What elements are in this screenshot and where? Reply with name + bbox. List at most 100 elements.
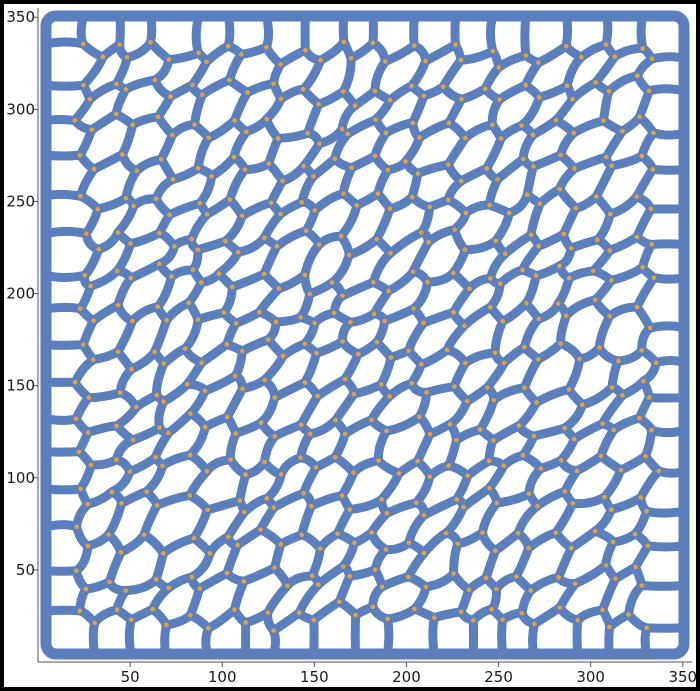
junction-node (520, 156, 526, 162)
junction-node (534, 400, 539, 405)
junction-node (271, 628, 276, 633)
junction-node (409, 83, 414, 89)
junction-node (370, 604, 376, 610)
junction-node (114, 268, 120, 274)
junction-node (572, 581, 578, 587)
junction-node (537, 201, 543, 207)
junction-node (317, 546, 323, 551)
junction-node (515, 531, 521, 536)
junction-node (462, 360, 468, 366)
junction-node (240, 386, 245, 392)
junction-node (88, 283, 93, 289)
junction-node (535, 503, 540, 509)
junction-node (76, 449, 82, 455)
y-tick-label: 300 (6, 100, 35, 118)
network-edge (428, 613, 439, 659)
junction-node (424, 390, 429, 395)
junction-node (388, 355, 394, 360)
junction-node (91, 318, 96, 323)
junction-node (524, 192, 530, 197)
junction-node (482, 86, 488, 92)
junction-node (84, 231, 89, 236)
junction-node (154, 502, 160, 508)
junction-node (562, 425, 567, 431)
junction-node (78, 486, 83, 492)
junction-node (451, 310, 456, 315)
junction-node (369, 530, 374, 535)
network-edge (601, 11, 613, 50)
junction-node (314, 350, 319, 356)
junction-node (205, 625, 211, 631)
junction-node (440, 84, 446, 89)
junction-node (77, 152, 83, 158)
junction-node (154, 392, 160, 398)
junction-node (522, 385, 527, 390)
junction-node (563, 43, 569, 49)
junction-node (347, 573, 352, 579)
junction-node (223, 238, 228, 244)
x-tick-label: 350 (668, 668, 697, 686)
junction-node (128, 275, 134, 281)
y-tick-label: 250 (6, 192, 35, 210)
junction-node (536, 316, 542, 322)
junction-node (415, 171, 421, 176)
junction-node (228, 457, 233, 462)
junction-node (634, 234, 640, 240)
junction-node (639, 348, 644, 353)
junction-node (526, 545, 531, 551)
junction-node (491, 397, 497, 403)
junction-node (383, 547, 389, 552)
junction-node (571, 130, 576, 136)
junction-node (603, 562, 609, 568)
junction-node (261, 271, 267, 277)
network-edge (636, 11, 648, 53)
junction-node (340, 564, 346, 569)
network-edge (145, 11, 157, 47)
junction-node (89, 127, 95, 133)
junction-node (557, 186, 562, 192)
junction-node (406, 540, 412, 546)
junction-node (197, 586, 203, 591)
junction-node (646, 395, 652, 400)
y-tick-label: 350 (6, 8, 35, 26)
junction-node (570, 96, 575, 102)
junction-node (502, 251, 508, 256)
junction-node (91, 166, 97, 172)
junction-node (300, 87, 306, 92)
junction-node (150, 606, 155, 612)
junction-node (531, 164, 536, 169)
junction-node (486, 458, 492, 464)
junction-node (231, 154, 237, 160)
network-edge (647, 239, 689, 249)
junction-node (278, 61, 283, 67)
junction-node (458, 178, 464, 184)
junction-node (315, 393, 320, 399)
junction-node (536, 60, 541, 65)
junction-node (446, 463, 451, 468)
junction-node (611, 427, 617, 433)
junction-node (387, 394, 392, 399)
junction-node (483, 575, 489, 581)
network-edge (497, 615, 508, 659)
junction-node (161, 399, 166, 404)
junction-node (206, 135, 211, 141)
junction-node (613, 576, 618, 582)
junction-node (386, 288, 391, 294)
junction-node (557, 605, 563, 610)
junction-node (130, 318, 135, 324)
junction-node (77, 608, 83, 614)
junction-node (107, 579, 112, 585)
junction-node (649, 242, 655, 247)
junction-node (141, 532, 147, 538)
junction-node (285, 583, 290, 589)
junction-node (160, 463, 165, 469)
network-edge (449, 539, 463, 579)
network-edge (41, 226, 91, 239)
y-tick-label: 50 (16, 561, 35, 579)
junction-node (494, 500, 500, 506)
junction-node (302, 341, 308, 347)
junction-node (299, 199, 305, 205)
junction-node (421, 320, 426, 326)
junction-node (78, 193, 83, 199)
junction-node (580, 402, 585, 408)
